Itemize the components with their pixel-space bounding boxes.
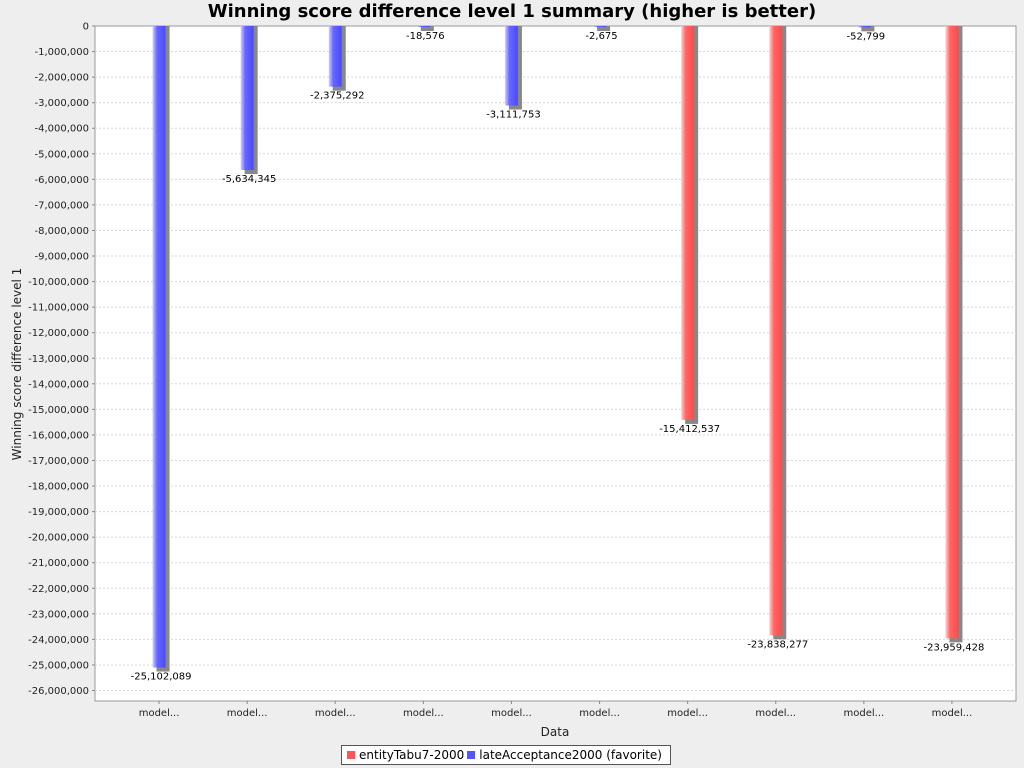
legend-swatch	[347, 751, 355, 759]
data-label: -23,959,428	[924, 642, 985, 653]
bar	[152, 26, 166, 668]
y-axis-label: Winning score difference level 1	[10, 268, 24, 461]
legend-item: entityTabu7-2000	[347, 748, 464, 762]
chart-area: 0 -1,000,000 -2,000,000 -3,000,000 -4,000,00…	[10, 22, 1017, 739]
chart-title: Winning score difference level 1 summary…	[207, 1, 817, 22]
y-tick-label: -21,000,000	[28, 558, 89, 569]
y-tick-label: -26,000,000	[28, 686, 89, 697]
y-tick-label: -23,000,000	[28, 609, 89, 620]
y-tick-label: -11,000,000	[28, 303, 89, 314]
y-tick-label: -19,000,000	[28, 507, 89, 518]
y-tick-label: -7,000,000	[34, 200, 89, 211]
x-tick-label: model...	[227, 708, 268, 719]
y-axis: 0 -1,000,000 -2,000,000 -3,000,000 -4,000,00…	[28, 22, 95, 697]
bar-shadow	[861, 26, 875, 32]
x-tick-label: model...	[139, 708, 180, 719]
data-label: -2,375,292	[310, 91, 365, 102]
y-tick-label: -8,000,000	[34, 226, 89, 237]
grid-lines	[95, 51, 1016, 691]
x-axis-label: Data	[541, 725, 570, 739]
x-tick-label: model...	[491, 708, 532, 719]
y-tick-label: -15,000,000	[28, 405, 89, 416]
bar	[416, 26, 430, 27]
legend-swatch	[467, 751, 476, 759]
legend-label: lateAcceptance2000 (favorite)	[479, 748, 662, 762]
y-tick-label: -9,000,000	[34, 252, 89, 263]
bar	[945, 26, 959, 639]
y-tick-label: -2,000,000	[34, 73, 89, 84]
legend-label: entityTabu7-2000	[359, 748, 465, 762]
bar	[681, 26, 695, 420]
data-label: -25,102,089	[131, 672, 192, 683]
data-label: -2,675	[585, 31, 617, 42]
data-label: -23,838,277	[747, 639, 808, 650]
y-tick-label: -5,000,000	[34, 149, 89, 160]
y-tick-label: -12,000,000	[28, 328, 89, 339]
data-label: -52,799	[847, 31, 886, 42]
y-tick-label: -14,000,000	[28, 379, 89, 390]
data-label: -18,576	[406, 31, 445, 42]
y-tick-label: -25,000,000	[28, 660, 89, 671]
y-tick-label: -16,000,000	[28, 430, 89, 441]
x-tick-label: model...	[755, 708, 796, 719]
y-tick-label: -6,000,000	[34, 175, 89, 186]
y-tick-label: -1,000,000	[34, 47, 89, 58]
y-tick-label: -20,000,000	[28, 533, 89, 544]
bar	[240, 26, 254, 171]
bar-shadow	[420, 26, 434, 31]
x-tick-label: model...	[844, 708, 885, 719]
x-tick-label: model...	[403, 708, 444, 719]
data-label: -15,412,537	[659, 424, 720, 435]
bar	[857, 26, 871, 28]
x-tick-label: model...	[932, 708, 973, 719]
y-tick-label: -13,000,000	[28, 354, 89, 365]
y-tick-label: -10,000,000	[28, 277, 89, 288]
y-tick-label: -4,000,000	[34, 124, 89, 135]
bar-shadow	[597, 26, 611, 31]
x-tick-label: model...	[667, 708, 708, 719]
data-label: -3,111,753	[486, 110, 541, 121]
y-tick-label: -3,000,000	[34, 98, 89, 109]
plot-background	[94, 25, 1017, 702]
bar	[769, 26, 783, 636]
bars: -25,102,089 -5,634,345 -2,375,292 -18,576 -3…	[131, 26, 985, 683]
bar	[328, 26, 342, 87]
y-tick-label: -24,000,000	[28, 635, 89, 646]
x-axis: model... model... model... model... model...…	[139, 701, 973, 719]
y-tick-label: 0	[83, 22, 89, 33]
legend-item: lateAcceptance2000 (favorite)	[467, 748, 662, 762]
x-tick-label: model...	[315, 708, 356, 719]
data-label: -5,634,345	[222, 174, 277, 185]
y-tick-label: -22,000,000	[28, 584, 89, 595]
bar	[593, 26, 607, 27]
legend: entityTabu7-2000 lateAcceptance2000 (favo…	[341, 745, 671, 765]
bar	[504, 26, 518, 106]
y-tick-label: -18,000,000	[28, 482, 89, 493]
x-tick-label: model...	[579, 708, 620, 719]
y-tick-label: -17,000,000	[28, 456, 89, 467]
